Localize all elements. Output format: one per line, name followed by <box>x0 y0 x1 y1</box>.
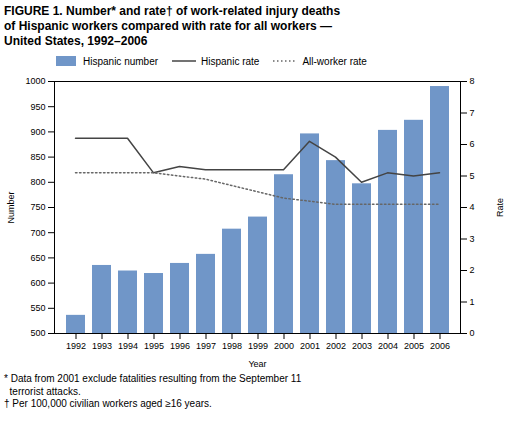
svg-text:2: 2 <box>470 265 475 275</box>
svg-text:650: 650 <box>30 253 45 263</box>
svg-text:1999: 1999 <box>248 341 268 351</box>
svg-text:850: 850 <box>30 152 45 162</box>
html-text:FIGURE 1. Number* and rate† of: FIGURE 1. Number* and rate† of work-rela… <box>4 4 341 48</box>
html-text:* Data from 2001 exclude fatal: * Data from 2001 exclude fatalities resu… <box>4 373 302 409</box>
svg-text:900: 900 <box>30 127 45 137</box>
svg-text:2005: 2005 <box>404 341 424 351</box>
svg-text:5: 5 <box>470 171 475 181</box>
svg-text:700: 700 <box>30 228 45 238</box>
svg-text:2000: 2000 <box>274 341 294 351</box>
svg-text:750: 750 <box>30 202 45 212</box>
svg-text:1994: 1994 <box>118 341 138 351</box>
svg-text:3: 3 <box>470 234 475 244</box>
svg-text:1: 1 <box>470 297 475 307</box>
html-text:All-worker rate: All-worker rate <box>302 55 367 67</box>
svg-text:600: 600 <box>30 278 45 288</box>
svg-text:8: 8 <box>470 76 475 86</box>
svg-text:Year: Year <box>248 359 266 369</box>
svg-text:1993: 1993 <box>92 341 112 351</box>
svg-text:1992: 1992 <box>66 341 86 351</box>
svg-text:800: 800 <box>30 177 45 187</box>
svg-text:4: 4 <box>470 202 475 212</box>
svg-text:500: 500 <box>30 328 45 338</box>
svg-text:Rate: Rate <box>495 198 505 217</box>
svg-text:2001: 2001 <box>300 341 320 351</box>
svg-text:2003: 2003 <box>352 341 372 351</box>
svg-text:1997: 1997 <box>196 341 216 351</box>
svg-text:2006: 2006 <box>430 341 450 351</box>
html-text:Hispanic number: Hispanic number <box>83 55 158 67</box>
svg-text:0: 0 <box>470 328 475 338</box>
html-text:Hispanic rate: Hispanic rate <box>201 55 260 67</box>
svg-text:1995: 1995 <box>144 341 164 351</box>
svg-text:6: 6 <box>470 139 475 149</box>
svg-text:Number: Number <box>6 191 16 223</box>
svg-text:950: 950 <box>30 102 45 112</box>
svg-text:7: 7 <box>470 108 475 118</box>
svg-text:550: 550 <box>30 303 45 313</box>
svg-text:1996: 1996 <box>170 341 190 351</box>
svg-text:2004: 2004 <box>378 341 398 351</box>
svg-text:1000: 1000 <box>25 76 45 86</box>
svg-text:1998: 1998 <box>222 341 242 351</box>
svg-text:2002: 2002 <box>326 341 346 351</box>
